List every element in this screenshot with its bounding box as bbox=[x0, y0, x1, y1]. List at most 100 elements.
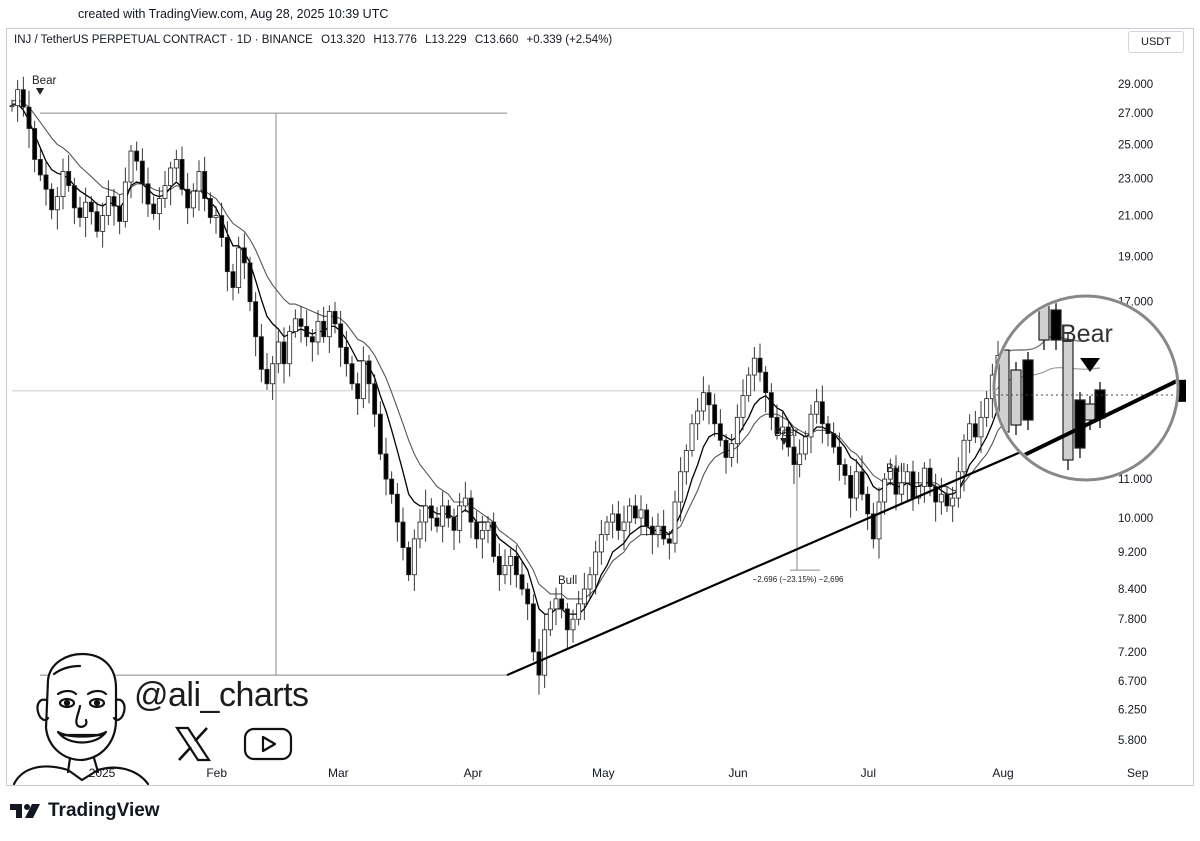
candle-body bbox=[224, 237, 230, 273]
candle-body bbox=[610, 513, 616, 523]
candle-body bbox=[253, 301, 259, 338]
candle-body bbox=[117, 205, 123, 222]
candle-body bbox=[168, 167, 174, 187]
candle-body bbox=[491, 521, 497, 557]
candle-body bbox=[542, 629, 548, 676]
candle-body bbox=[644, 509, 650, 527]
signal-label: Bear bbox=[32, 75, 56, 87]
candle-body bbox=[683, 450, 689, 473]
candle-body bbox=[819, 401, 825, 425]
candle-body bbox=[145, 183, 151, 205]
candle-body bbox=[621, 521, 627, 531]
candle-body bbox=[156, 198, 162, 215]
candle-body bbox=[428, 505, 434, 519]
bear-marker-icon bbox=[36, 88, 44, 95]
signal-label: Bear bbox=[774, 427, 798, 439]
candle-body bbox=[366, 360, 372, 385]
symbol-name: INJ / TetherUS PERPETUAL CONTRACT · 1D ·… bbox=[14, 34, 313, 46]
candle-body bbox=[360, 360, 366, 400]
candle-body bbox=[559, 598, 565, 610]
candle-body bbox=[882, 478, 888, 503]
candle-body bbox=[933, 486, 939, 503]
candle-body bbox=[383, 453, 389, 480]
ohlc-high: H13.776 bbox=[373, 34, 417, 46]
candle-body bbox=[950, 497, 956, 507]
candle-body bbox=[757, 357, 763, 373]
y-tick-label: 5.800 bbox=[1118, 735, 1147, 747]
candle-body bbox=[519, 574, 525, 590]
x-logo-icon[interactable] bbox=[174, 726, 212, 762]
measure-label: −2.696 (−23.15%) −2,696 bbox=[753, 575, 845, 584]
x-tick-label: Jul bbox=[861, 766, 876, 780]
candle-body bbox=[791, 446, 797, 465]
candle-body bbox=[547, 608, 553, 631]
candle-body bbox=[893, 467, 899, 495]
candle-body bbox=[876, 501, 882, 540]
candle-body bbox=[270, 363, 276, 385]
candle-body bbox=[349, 363, 355, 385]
candle-body bbox=[961, 439, 967, 473]
candle-body bbox=[751, 357, 757, 376]
candle-body bbox=[831, 433, 837, 448]
ohlc-close: C13.660 bbox=[474, 34, 519, 46]
x-tick-label: Aug bbox=[992, 766, 1013, 780]
candle-body bbox=[678, 471, 684, 503]
candle-body bbox=[83, 201, 89, 218]
candle-body bbox=[706, 392, 712, 406]
candle-body bbox=[576, 603, 582, 620]
candle-body bbox=[258, 336, 264, 370]
y-tick-label: 9.200 bbox=[1118, 547, 1147, 559]
candle-body bbox=[746, 374, 752, 397]
y-tick-label: 7.800 bbox=[1118, 614, 1147, 626]
magnified-candle bbox=[1074, 399, 1086, 449]
currency-button[interactable]: USDT bbox=[1128, 31, 1184, 53]
candle-body bbox=[802, 436, 808, 455]
candle-body bbox=[9, 105, 15, 108]
candle-body bbox=[49, 188, 55, 211]
candle-body bbox=[60, 171, 66, 197]
candle-body bbox=[712, 404, 718, 425]
magnifier-layer: Bear bbox=[992, 294, 1180, 482]
magnified-candle bbox=[1010, 369, 1022, 426]
magnified-candle bbox=[1084, 403, 1096, 421]
candle-body bbox=[836, 446, 842, 465]
candle-body bbox=[921, 467, 927, 488]
magnifier-content: Bear bbox=[996, 298, 1176, 470]
candle-body bbox=[972, 423, 978, 438]
candle-body bbox=[848, 475, 854, 499]
y-tick-label: 23.000 bbox=[1118, 173, 1153, 185]
candle-body bbox=[247, 262, 253, 303]
candle-body bbox=[462, 497, 468, 507]
candle-body bbox=[281, 341, 287, 365]
candle-body bbox=[179, 159, 185, 190]
candle-body bbox=[15, 89, 21, 107]
y-tick-label: 10.000 bbox=[1118, 513, 1153, 525]
candle-body bbox=[162, 185, 168, 199]
candle-body bbox=[417, 521, 423, 540]
youtube-play-icon[interactable] bbox=[243, 726, 293, 762]
ohlc-low: L13.229 bbox=[425, 34, 467, 46]
candle-body bbox=[406, 547, 412, 576]
candle-body bbox=[219, 215, 225, 238]
candle-body bbox=[695, 410, 701, 425]
candle-body bbox=[88, 201, 94, 213]
y-tick-label: 21.000 bbox=[1118, 211, 1153, 223]
avatar-caricature bbox=[12, 652, 150, 786]
candle-body bbox=[717, 423, 723, 441]
candle-body bbox=[916, 486, 922, 499]
candle-body bbox=[496, 556, 502, 576]
candle-body bbox=[77, 207, 83, 218]
candle-body bbox=[122, 181, 128, 222]
candle-body bbox=[332, 310, 338, 325]
candle-body bbox=[768, 392, 774, 418]
bear-marker-icon bbox=[780, 438, 788, 445]
candle-body bbox=[734, 416, 740, 445]
x-tick-label: Jun bbox=[728, 766, 747, 780]
candle-body bbox=[468, 497, 474, 523]
candle-body bbox=[887, 467, 893, 480]
x-tick-label: Apr bbox=[464, 766, 483, 780]
candle-body bbox=[553, 598, 559, 610]
candle-body bbox=[377, 413, 383, 455]
candle-body bbox=[394, 493, 400, 523]
